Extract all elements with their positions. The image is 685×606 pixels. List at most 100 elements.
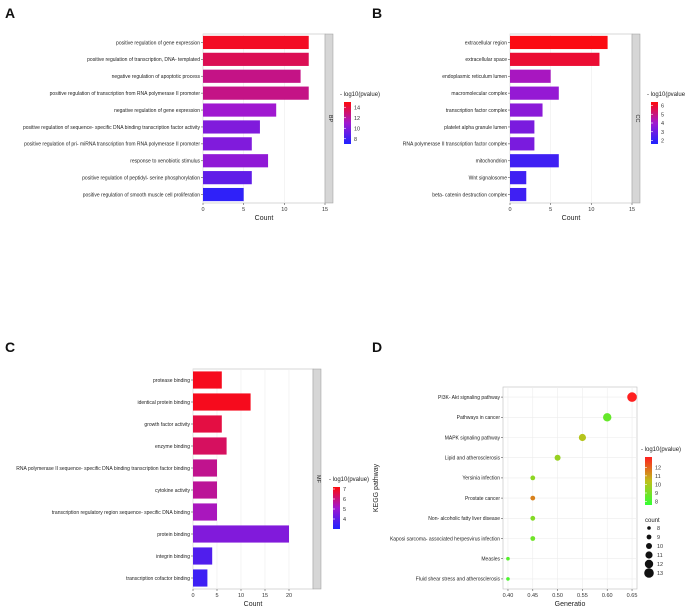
category-label: transcription cofactor binding [126, 576, 190, 582]
category-label: PI3K- Akt signaling pathway [438, 395, 500, 401]
category-label: mitochondrion [476, 159, 508, 165]
category-label: extracellular region [465, 40, 507, 46]
color-legend: - log10(pvalue) 7 6 5 4 [329, 477, 369, 529]
facet-strip [312, 368, 322, 590]
panel-a: A 0 5 10 15 positive regulation of gene expr… [5, 5, 380, 222]
category-label: RNA polymerase II sequence- specific DNA… [16, 466, 190, 472]
bar [510, 35, 608, 50]
legend-tick-label: 2 [661, 139, 664, 145]
bar [193, 525, 289, 543]
x-axis-label: Count [255, 215, 274, 222]
bar [510, 187, 527, 202]
category-label: RNA polymerase II transcription factor c… [403, 142, 508, 148]
legend-title: - log10(pvalue) [641, 447, 681, 453]
legend-tick-label: 12 [655, 465, 661, 471]
category-label: positive regulation of peptidyl- serine … [82, 175, 200, 181]
category-label: protease binding [153, 378, 190, 384]
bar [203, 171, 252, 185]
legend-tick-label: 6 [661, 104, 664, 110]
category-label: extracellular space [465, 57, 507, 63]
size-legend-dot [644, 568, 654, 578]
x-tick-label: 10 [238, 593, 244, 599]
facet-strip [324, 33, 334, 204]
legend-tick-label: 10 [655, 482, 661, 488]
size-legend-dot [646, 534, 652, 540]
size-legend-title: count [645, 518, 660, 524]
bar [203, 52, 309, 66]
bar [203, 69, 301, 83]
bar [510, 103, 543, 117]
x-tick-label: 0.50 [552, 593, 563, 599]
legend-tick-label: 5 [343, 507, 346, 513]
color-legend: - log10(pvalue) 6 5 4 3 2 [647, 92, 685, 145]
size-legend-label: 13 [657, 571, 663, 577]
category-label: positive regulation of pri- miRNA transc… [24, 142, 200, 148]
size-legend-dot [647, 526, 651, 530]
x-tick-label: 0 [508, 207, 511, 213]
bar [203, 103, 277, 117]
bar [510, 86, 559, 100]
facet-strip [631, 33, 641, 204]
legend-tick-label: 8 [354, 137, 357, 143]
bar [203, 187, 244, 202]
x-tick-label: 0.45 [527, 593, 538, 599]
x-tick-label: 10 [281, 207, 287, 213]
category-label: endoplasmic reticulum lumen [442, 74, 507, 80]
bar [203, 86, 309, 100]
legend-tick-label: 5 [661, 112, 664, 118]
x-axis-label: Count [244, 601, 263, 606]
category-label: transcription regulatory region sequence… [52, 510, 190, 516]
x-tick-label: 5 [215, 593, 218, 599]
legend-colorbar [333, 487, 340, 529]
x-tick-label: 0.65 [627, 593, 638, 599]
category-label: integrin binding [156, 554, 190, 560]
facet-label: BP [327, 115, 333, 123]
x-tick-label: 5 [549, 207, 552, 213]
size-legend-label: 12 [657, 562, 663, 568]
legend-tick-label: 9 [655, 491, 658, 497]
legend-tick-label: 7 [343, 487, 346, 493]
x-tick-label: 0.40 [503, 593, 514, 599]
bar [193, 569, 208, 587]
bar [510, 52, 600, 66]
bar [510, 171, 527, 185]
category-label: Lipid and atherosclerosis [445, 456, 501, 462]
facet-label: CC [634, 115, 640, 123]
color-legend: - log10(pvalue) 12 11 10 9 8 [641, 447, 681, 506]
legend-colorbar [645, 457, 652, 505]
panel-d: D 0.40 0.45 0.50 0.55 0.60 0.65 PI3K- Akt sign… [372, 339, 681, 606]
x-tick-label: 5 [242, 207, 245, 213]
bar [203, 154, 269, 168]
legend-title: - log10(pvalue) [340, 92, 380, 98]
category-label: protein binding [157, 532, 190, 538]
size-legend-label: 9 [657, 535, 660, 541]
legend-tick-label: 6 [343, 497, 346, 503]
legend-title: - log10(pvalue) [329, 477, 369, 483]
bar [203, 120, 260, 134]
size-legend-label: 8 [657, 526, 660, 532]
category-label: positive regulation of transcription fro… [50, 91, 201, 97]
category-label: enzyme binding [155, 444, 190, 450]
x-tick-label: 10 [588, 207, 594, 213]
bar [510, 69, 551, 83]
legend-tick-label: 10 [354, 126, 360, 132]
legend-tick-label: 12 [354, 116, 360, 122]
size-legend-dot [645, 551, 653, 559]
facet-label: MF [315, 475, 321, 484]
panel-d-label: D [372, 339, 382, 355]
point [627, 392, 637, 402]
legend-tick-label: 4 [343, 517, 346, 523]
category-label: positive regulation of smooth muscle cel… [83, 192, 200, 198]
size-legend-label: 10 [657, 544, 663, 550]
panel-b-label: B [372, 5, 382, 21]
category-label: MAPK signaling pathway [445, 435, 501, 441]
legend-tick-label: 14 [354, 105, 360, 111]
category-label: transcription factor complex [446, 108, 508, 114]
category-label: Kaposi sarcoma- associated herpesvirus i… [390, 536, 500, 542]
size-legend-dot [646, 543, 652, 549]
point [554, 454, 561, 461]
bar [193, 415, 222, 433]
category-label: macromolecular complex [451, 91, 507, 97]
category-label: identical protein binding [137, 400, 190, 406]
